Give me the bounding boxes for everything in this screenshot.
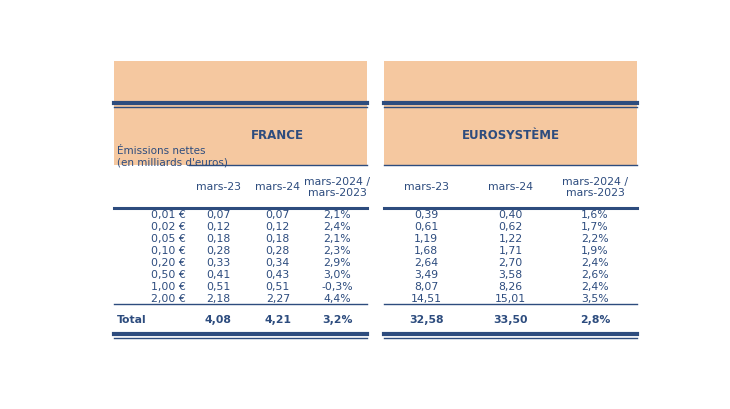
Text: 2,4%: 2,4%: [323, 221, 351, 231]
Text: 3,0%: 3,0%: [323, 269, 351, 279]
Text: 1,19: 1,19: [414, 233, 438, 243]
Text: 2,6%: 2,6%: [581, 269, 609, 279]
Text: 0,18: 0,18: [206, 233, 231, 243]
Text: 1,7%: 1,7%: [581, 221, 609, 231]
Text: 0,51: 0,51: [206, 281, 231, 291]
Text: 0,62: 0,62: [499, 221, 523, 231]
Text: 3,5%: 3,5%: [581, 293, 609, 303]
Text: 2,1%: 2,1%: [323, 209, 351, 219]
FancyBboxPatch shape: [384, 280, 637, 292]
Text: EUROSYSTÈME: EUROSYSTÈME: [461, 128, 560, 142]
FancyBboxPatch shape: [384, 256, 637, 268]
Text: 1,00 €: 1,00 €: [151, 281, 185, 291]
Text: 8,07: 8,07: [414, 281, 438, 291]
Text: 0,41: 0,41: [206, 269, 231, 279]
Text: Total: Total: [117, 314, 146, 324]
Text: Émissions nettes
(en milliards d'euros): Émissions nettes (en milliards d'euros): [117, 145, 228, 167]
Text: FRANCE: FRANCE: [251, 128, 304, 142]
FancyBboxPatch shape: [384, 62, 637, 166]
FancyBboxPatch shape: [114, 208, 367, 220]
FancyBboxPatch shape: [114, 62, 367, 166]
Text: 4,08: 4,08: [205, 314, 231, 324]
Text: 2,8%: 2,8%: [580, 314, 610, 324]
Text: 2,2%: 2,2%: [581, 233, 609, 243]
Text: mars-23: mars-23: [196, 182, 241, 192]
Text: 8,26: 8,26: [499, 281, 523, 291]
FancyBboxPatch shape: [114, 244, 367, 256]
Text: 0,28: 0,28: [266, 245, 290, 255]
Text: 1,71: 1,71: [499, 245, 523, 255]
Text: 0,10 €: 0,10 €: [151, 245, 185, 255]
FancyBboxPatch shape: [384, 268, 637, 280]
Text: 0,20 €: 0,20 €: [151, 257, 185, 267]
Text: 1,9%: 1,9%: [581, 245, 609, 255]
Text: 2,27: 2,27: [266, 293, 290, 303]
Text: 1,68: 1,68: [414, 245, 438, 255]
FancyBboxPatch shape: [384, 232, 637, 244]
Text: 4,4%: 4,4%: [323, 293, 351, 303]
Text: 0,07: 0,07: [266, 209, 290, 219]
FancyBboxPatch shape: [114, 256, 367, 268]
Text: 1,6%: 1,6%: [581, 209, 609, 219]
Text: 4,21: 4,21: [264, 314, 291, 324]
Text: 0,02 €: 0,02 €: [151, 221, 185, 231]
Text: mars-24: mars-24: [488, 182, 533, 192]
Text: 3,2%: 3,2%: [322, 314, 353, 324]
Text: 0,43: 0,43: [266, 269, 290, 279]
Text: mars-2024 /
mars-2023: mars-2024 / mars-2023: [304, 176, 370, 198]
FancyBboxPatch shape: [114, 232, 367, 244]
FancyBboxPatch shape: [114, 268, 367, 280]
Text: 0,12: 0,12: [266, 221, 290, 231]
Text: 0,50 €: 0,50 €: [151, 269, 185, 279]
Text: 2,4%: 2,4%: [581, 257, 609, 267]
FancyBboxPatch shape: [114, 280, 367, 292]
Text: 3,49: 3,49: [414, 269, 438, 279]
Text: mars-24: mars-24: [255, 182, 300, 192]
Text: 0,61: 0,61: [414, 221, 438, 231]
Text: 0,01 €: 0,01 €: [151, 209, 185, 219]
Text: 0,33: 0,33: [206, 257, 231, 267]
Text: 33,50: 33,50: [493, 314, 528, 324]
FancyBboxPatch shape: [114, 304, 367, 334]
Text: 2,70: 2,70: [499, 257, 523, 267]
Text: 2,00 €: 2,00 €: [151, 293, 185, 303]
Text: 2,9%: 2,9%: [323, 257, 351, 267]
Text: 0,51: 0,51: [266, 281, 290, 291]
FancyBboxPatch shape: [114, 292, 367, 304]
Text: 0,18: 0,18: [266, 233, 290, 243]
Text: 2,1%: 2,1%: [323, 233, 351, 243]
Text: 0,40: 0,40: [499, 209, 523, 219]
Text: mars-2024 /
mars-2023: mars-2024 / mars-2023: [562, 176, 628, 198]
Text: 2,64: 2,64: [414, 257, 438, 267]
Text: 1,22: 1,22: [499, 233, 523, 243]
Text: 32,58: 32,58: [409, 314, 443, 324]
Text: 0,12: 0,12: [206, 221, 231, 231]
Text: 0,39: 0,39: [414, 209, 438, 219]
Text: 15,01: 15,01: [495, 293, 526, 303]
FancyBboxPatch shape: [384, 208, 637, 220]
FancyBboxPatch shape: [384, 220, 637, 232]
Text: 2,18: 2,18: [207, 293, 231, 303]
Text: 0,07: 0,07: [206, 209, 231, 219]
FancyBboxPatch shape: [384, 292, 637, 304]
Text: 0,05 €: 0,05 €: [151, 233, 185, 243]
Text: 2,3%: 2,3%: [323, 245, 351, 255]
FancyBboxPatch shape: [384, 244, 637, 256]
Text: mars-23: mars-23: [404, 182, 449, 192]
Text: 3,58: 3,58: [499, 269, 523, 279]
FancyBboxPatch shape: [384, 304, 637, 334]
Text: 0,28: 0,28: [206, 245, 231, 255]
Text: 14,51: 14,51: [411, 293, 442, 303]
Text: 0,34: 0,34: [266, 257, 290, 267]
FancyBboxPatch shape: [114, 220, 367, 232]
Text: -0,3%: -0,3%: [321, 281, 353, 291]
Text: 2,4%: 2,4%: [581, 281, 609, 291]
